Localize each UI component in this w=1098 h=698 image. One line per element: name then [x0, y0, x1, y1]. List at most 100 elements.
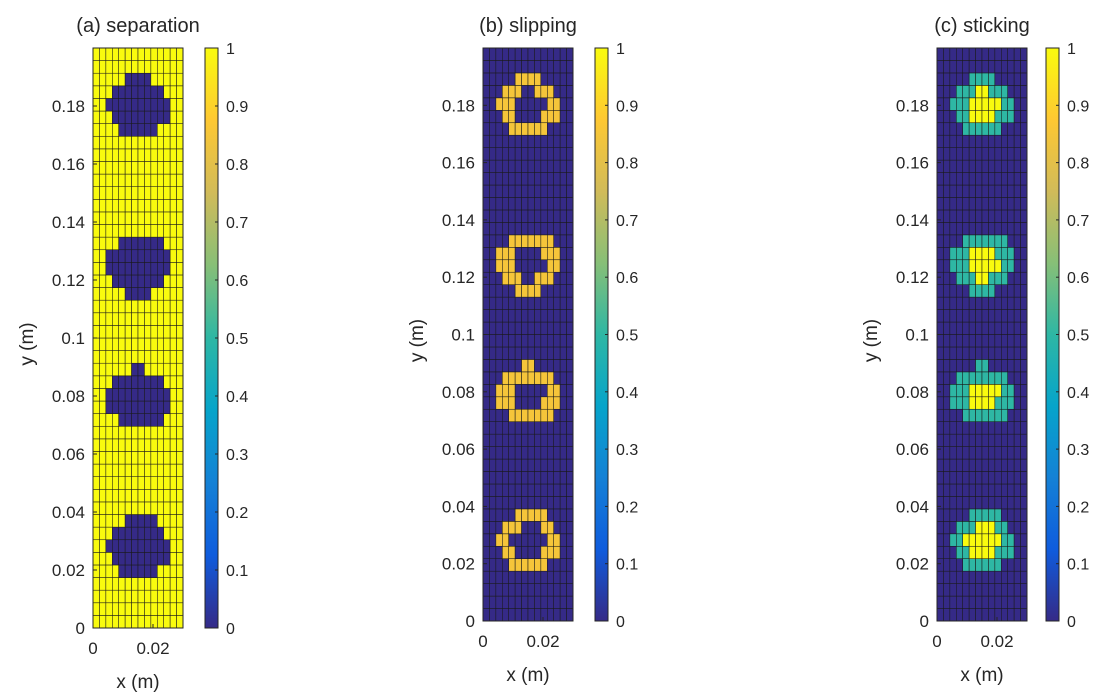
heatmap-cell	[566, 247, 574, 261]
y-tick-label: 0.08	[442, 383, 475, 402]
heatmap-cell	[514, 321, 522, 335]
heatmap-cell	[949, 570, 957, 584]
heatmap-cell	[144, 501, 152, 515]
heatmap-cell	[559, 159, 567, 173]
heatmap-cell	[936, 309, 944, 323]
heatmap-cell	[1001, 271, 1008, 285]
heatmap-cell	[157, 425, 164, 440]
heatmap-cell	[981, 408, 989, 422]
heatmap-cell	[559, 508, 567, 522]
heatmap-cell	[936, 85, 944, 99]
heatmap-cell	[1001, 483, 1008, 497]
heatmap-cell	[949, 234, 957, 248]
heatmap-cell	[176, 312, 184, 326]
heatmap-cell	[169, 602, 177, 616]
heatmap-cell	[988, 247, 996, 261]
heatmap-cell	[118, 148, 126, 162]
heatmap-cell	[994, 72, 1002, 86]
heatmap-cell	[975, 172, 983, 186]
heatmap-cell	[482, 147, 490, 161]
heatmap-cell	[534, 521, 542, 535]
heatmap-cell	[99, 577, 107, 591]
heatmap-cell	[137, 110, 145, 124]
heatmap-cell	[553, 533, 561, 547]
colorbar-tick-label: 0.9	[1067, 98, 1089, 115]
heatmap-cell	[157, 539, 164, 553]
heatmap-cell	[981, 583, 989, 597]
heatmap-cell	[112, 501, 119, 515]
heatmap-cell	[988, 558, 996, 572]
heatmap-cell	[559, 396, 567, 410]
heatmap-cell	[534, 159, 542, 173]
heatmap-cell	[157, 47, 164, 61]
heatmap-cell	[514, 147, 522, 161]
heatmap-cell	[527, 396, 535, 410]
heatmap-cell	[540, 608, 548, 622]
heatmap-cell	[1007, 271, 1015, 285]
heatmap-cell	[943, 184, 951, 198]
heatmap-cell	[124, 615, 132, 629]
heatmap-cell	[527, 496, 535, 510]
heatmap-cell	[547, 570, 554, 584]
heatmap-cell	[547, 159, 554, 173]
heatmap-cell	[176, 110, 184, 124]
heatmap-cell	[1020, 334, 1028, 348]
heatmap-cell	[534, 134, 542, 148]
heatmap-cell	[144, 199, 152, 213]
heatmap-cell	[936, 271, 944, 285]
heatmap-cell	[988, 110, 996, 124]
heatmap-cell	[137, 72, 145, 87]
heatmap-cell	[137, 135, 145, 150]
heatmap-cell	[521, 533, 529, 547]
heatmap-cell	[495, 371, 503, 385]
heatmap-cell	[144, 362, 152, 377]
heatmap-cell	[949, 396, 957, 410]
heatmap-cell	[559, 172, 567, 186]
heatmap-cell	[547, 558, 554, 572]
heatmap-cell	[553, 496, 561, 510]
heatmap-cell	[124, 514, 132, 528]
heatmap-cell	[527, 458, 535, 472]
heatmap-cell	[489, 309, 497, 323]
heatmap-cell	[495, 172, 503, 186]
heatmap-cell	[112, 539, 119, 553]
heatmap-cell	[1020, 396, 1028, 410]
heatmap-cell	[936, 608, 944, 622]
heatmap-cell	[124, 173, 132, 187]
heatmap-cell	[514, 545, 522, 559]
heatmap-cell	[112, 438, 119, 452]
heatmap-cell	[566, 396, 574, 410]
heatmap-cell	[553, 172, 561, 186]
heatmap-cell	[176, 85, 184, 99]
heatmap-cell	[956, 97, 963, 111]
heatmap-cell	[527, 558, 535, 572]
heatmap-cell	[994, 321, 1002, 335]
heatmap-cell	[521, 458, 529, 472]
heatmap-cell	[137, 312, 145, 326]
heatmap-cell	[489, 184, 497, 198]
heatmap-cell	[482, 172, 490, 186]
heatmap-cell	[124, 312, 132, 326]
heatmap-cell	[131, 262, 139, 276]
x-tick-label: 0.02	[980, 632, 1013, 651]
heatmap-cell	[124, 388, 132, 402]
heatmap-cell	[1020, 97, 1028, 111]
heatmap-cell	[118, 110, 126, 124]
heatmap-cell	[956, 296, 963, 310]
heatmap-cell	[508, 47, 516, 61]
heatmap-cell	[99, 173, 107, 187]
heatmap-cell	[975, 197, 983, 211]
heatmap-cell	[118, 60, 126, 74]
heatmap-cell	[1007, 583, 1015, 597]
heatmap-cell	[949, 483, 957, 497]
heatmap-cell	[936, 110, 944, 124]
heatmap-cell	[92, 564, 100, 578]
heatmap-cell	[949, 172, 957, 186]
heatmap-cell	[534, 558, 542, 572]
heatmap-cell	[527, 85, 535, 99]
heatmap-cell	[150, 60, 158, 74]
heatmap-cell	[968, 222, 976, 236]
heatmap-cell	[508, 309, 516, 323]
heatmap-cell	[1013, 184, 1021, 198]
heatmap-cell	[163, 489, 171, 503]
